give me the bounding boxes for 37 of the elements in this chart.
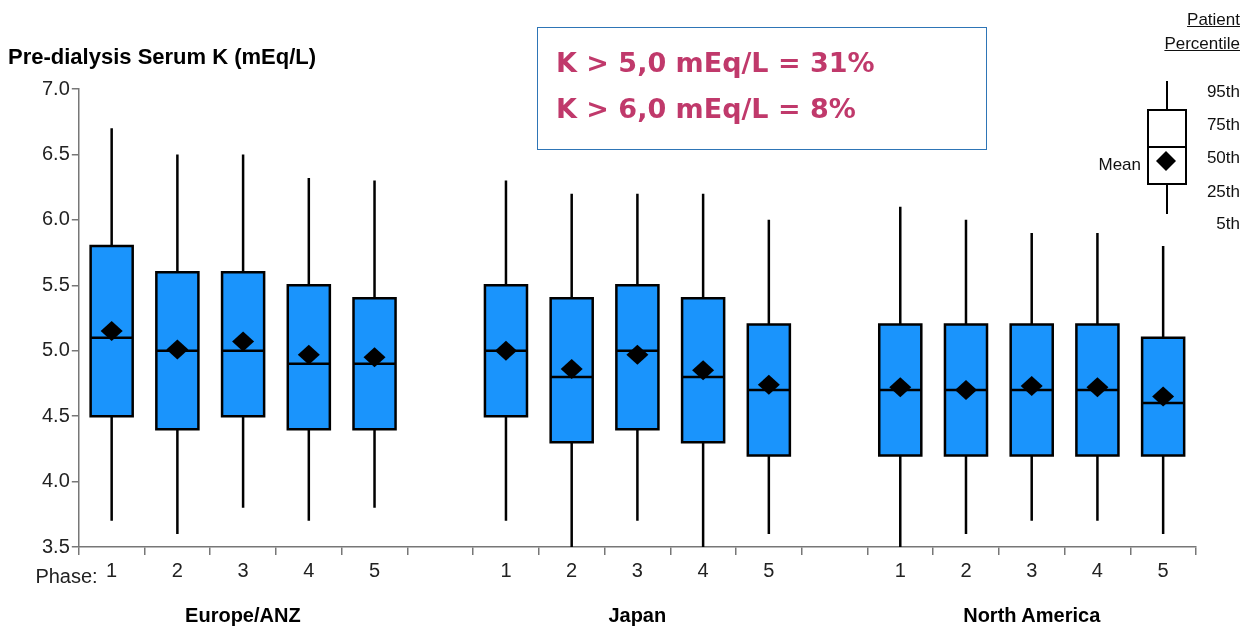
x-tick-label: 5 [1157, 558, 1169, 581]
x-tick-label: 4 [697, 558, 709, 581]
x-tick-label: 2 [566, 558, 578, 581]
x-tick-label: 4 [1091, 558, 1103, 581]
x-tick-label: 5 [763, 558, 775, 581]
text: 95th [1206, 82, 1240, 102]
x-tick-label: 2 [171, 558, 183, 581]
annotation: Mean [1098, 155, 1141, 175]
chart-title: Pre-dialysis Serum K (mEq/L) [8, 44, 317, 70]
text: 50th [1206, 148, 1240, 168]
y-tick-label: 7.0 [41, 76, 70, 99]
annotation: K > 6,0 mEq/L = 8% [556, 92, 857, 126]
y-tick-label: 6.0 [41, 207, 70, 230]
text: North America [963, 604, 1101, 627]
x-tick-label: 4 [303, 558, 315, 581]
x-tick-label: 3 [1026, 558, 1038, 581]
x-tick-label: 1 [106, 558, 118, 581]
text: 25th [1206, 182, 1240, 202]
y-tick-label: 4.5 [41, 403, 70, 426]
x-tick-label: 3 [237, 558, 249, 581]
x-tick-label: 5 [368, 558, 381, 581]
y-tick-label: 6.5 [41, 141, 70, 164]
y-tick-label: 4.0 [41, 469, 70, 492]
x-tick-label: 1 [894, 558, 906, 581]
text: 5th [1216, 214, 1240, 234]
x-axis-title: Phase: [35, 564, 98, 587]
x-tick-label: 2 [960, 558, 972, 581]
x-tick-label: 3 [631, 558, 643, 581]
text: Japan [608, 604, 667, 627]
y-tick-label: 3.5 [41, 534, 70, 557]
text: 75th [1206, 115, 1240, 135]
legend-title: Patient Percentile [1164, 9, 1240, 55]
y-tick-label: 5.5 [41, 272, 70, 295]
text: K > 5,0 mEq/L = 31% [556, 46, 876, 80]
text: Europe/ANZ [185, 604, 301, 627]
y-tick-label: 5.0 [41, 338, 70, 361]
x-tick-label: 1 [500, 558, 512, 581]
